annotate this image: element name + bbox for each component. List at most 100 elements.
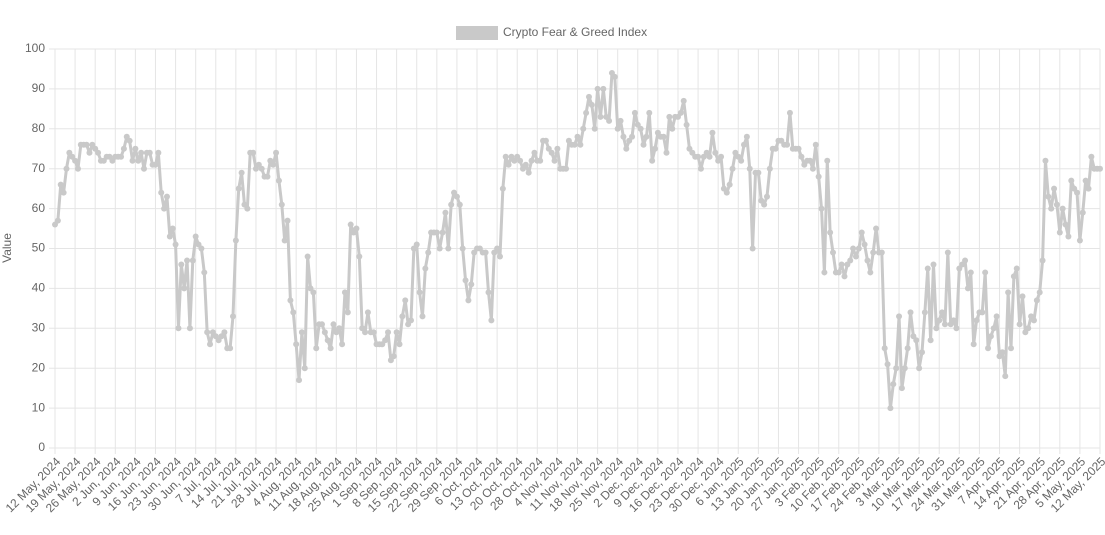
- data-point: [784, 141, 791, 148]
- data-point: [855, 245, 862, 252]
- data-point: [399, 313, 406, 320]
- data-point: [442, 209, 449, 216]
- data-point: [1005, 289, 1012, 296]
- data-point: [1062, 221, 1069, 228]
- data-point: [364, 309, 371, 316]
- data-point: [830, 249, 837, 256]
- data-point: [298, 329, 305, 336]
- data-point: [660, 133, 667, 140]
- data-point: [439, 229, 446, 236]
- data-point: [809, 165, 816, 172]
- data-point: [643, 133, 650, 140]
- data-point: [433, 229, 440, 236]
- data-point: [1002, 373, 1009, 380]
- data-point: [893, 365, 900, 372]
- data-point: [982, 269, 989, 276]
- data-point: [611, 73, 618, 80]
- data-point: [63, 165, 70, 172]
- data-point: [301, 365, 308, 372]
- data-point: [485, 289, 492, 296]
- data-point: [1065, 233, 1072, 240]
- data-point: [824, 157, 831, 164]
- data-point: [140, 165, 147, 172]
- data-point: [807, 157, 814, 164]
- data-point: [83, 141, 90, 148]
- data-point: [353, 225, 360, 232]
- y-tick-label: 20: [32, 360, 46, 374]
- data-point: [192, 233, 199, 240]
- data-point: [126, 137, 133, 144]
- data-point: [812, 141, 819, 148]
- data-point: [680, 97, 687, 104]
- data-point: [304, 253, 311, 260]
- data-point: [1079, 209, 1086, 216]
- data-point: [344, 309, 351, 316]
- data-point: [321, 329, 328, 336]
- data-point: [1082, 177, 1089, 184]
- data-point: [1051, 185, 1058, 192]
- data-point: [250, 149, 257, 156]
- data-point: [290, 309, 297, 316]
- data-point: [169, 225, 176, 232]
- data-point: [172, 241, 179, 248]
- data-point: [313, 345, 320, 352]
- data-point: [238, 169, 245, 176]
- data-point: [362, 329, 369, 336]
- data-point: [184, 257, 191, 264]
- data-point: [697, 165, 704, 172]
- data-point: [669, 125, 676, 132]
- data-point: [962, 257, 969, 264]
- data-point: [161, 205, 168, 212]
- data-point: [709, 129, 716, 136]
- data-point: [652, 145, 659, 152]
- data-point: [898, 385, 905, 392]
- data-point: [890, 381, 897, 388]
- data-point: [341, 289, 348, 296]
- data-point: [695, 153, 702, 160]
- data-point: [232, 237, 239, 244]
- data-point: [54, 217, 61, 224]
- data-point: [393, 329, 400, 336]
- data-point: [597, 113, 604, 120]
- data-point: [666, 113, 673, 120]
- data-point: [189, 257, 196, 264]
- data-point: [979, 309, 986, 316]
- data-point: [841, 273, 848, 280]
- data-point: [324, 337, 331, 344]
- data-point: [990, 325, 997, 332]
- y-tick-label: 100: [25, 41, 45, 55]
- data-point: [640, 141, 647, 148]
- data-point: [600, 85, 607, 92]
- data-point: [1074, 189, 1081, 196]
- data-point: [166, 233, 173, 240]
- data-point: [835, 269, 842, 276]
- data-point: [726, 181, 733, 188]
- data-point: [585, 93, 592, 100]
- data-point: [583, 109, 590, 116]
- data-point: [118, 153, 125, 160]
- data-point: [815, 173, 822, 180]
- data-point: [528, 157, 535, 164]
- data-point: [1045, 193, 1052, 200]
- data-point: [235, 185, 242, 192]
- data-point: [588, 101, 595, 108]
- data-point: [591, 125, 598, 132]
- data-point: [580, 125, 587, 132]
- data-point: [505, 161, 512, 168]
- data-point: [939, 309, 946, 316]
- data-point: [448, 201, 455, 208]
- data-point: [772, 145, 779, 152]
- y-tick-label: 30: [32, 320, 46, 334]
- data-point: [537, 157, 544, 164]
- data-point: [967, 269, 974, 276]
- data-point: [178, 261, 185, 268]
- data-point: [135, 157, 142, 164]
- data-point: [850, 245, 857, 252]
- data-point: [821, 269, 828, 276]
- data-point: [201, 269, 208, 276]
- data-point: [1053, 201, 1060, 208]
- data-point: [852, 253, 859, 260]
- data-point: [924, 265, 931, 272]
- data-point: [904, 345, 911, 352]
- data-point: [370, 329, 377, 336]
